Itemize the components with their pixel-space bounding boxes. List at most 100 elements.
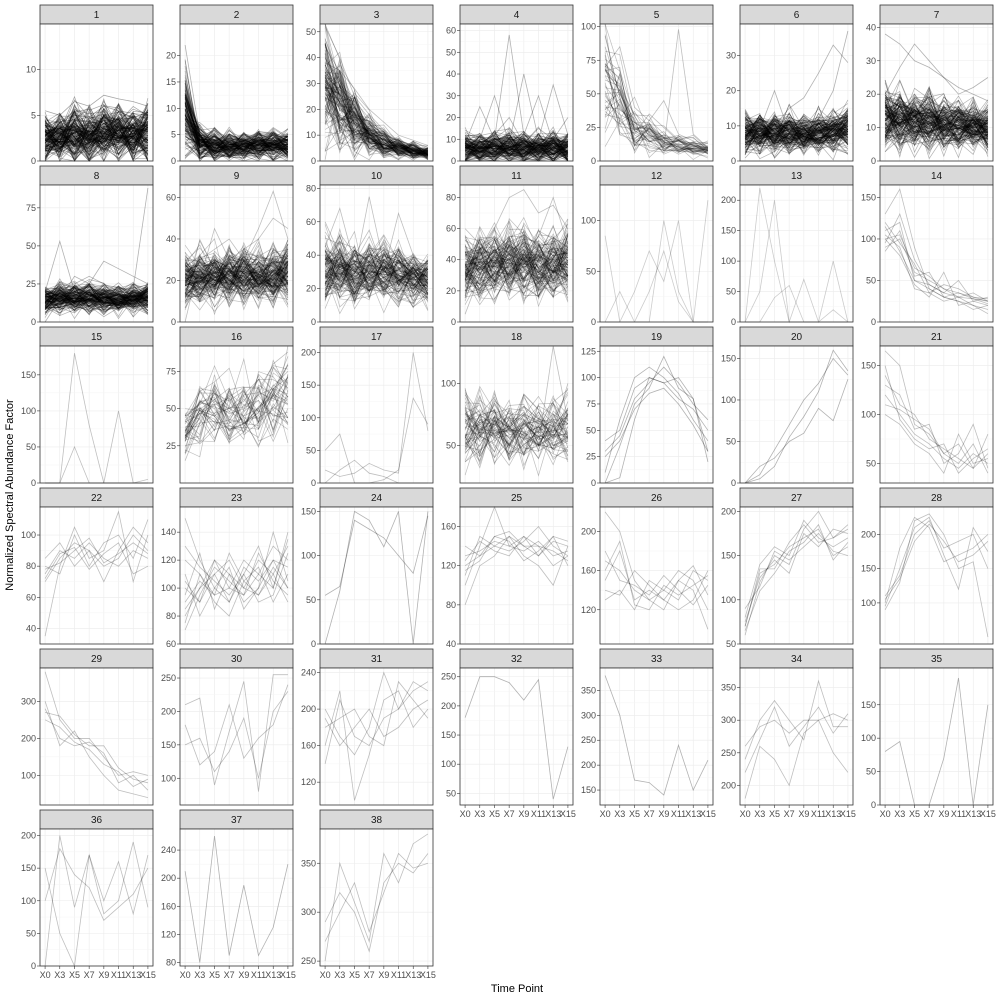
series-line xyxy=(184,249,289,290)
series-line xyxy=(324,43,429,154)
series-line xyxy=(744,119,848,150)
series-line xyxy=(44,287,149,309)
series-line xyxy=(44,286,149,310)
series-line xyxy=(184,255,288,300)
series-line xyxy=(884,116,989,148)
series-line xyxy=(325,249,429,297)
panel-border xyxy=(319,828,434,967)
series-line xyxy=(184,238,289,308)
series-line xyxy=(184,108,289,160)
panel-background xyxy=(180,346,293,483)
series-line xyxy=(44,283,149,317)
series-line xyxy=(745,121,849,161)
series-line xyxy=(464,244,569,290)
y-tick-label: 100 xyxy=(861,733,876,743)
series-line xyxy=(464,401,569,437)
series-line xyxy=(744,117,849,140)
series-line xyxy=(44,110,149,149)
y-tick-label: 150 xyxy=(721,551,736,561)
series-line xyxy=(464,234,569,298)
series-line xyxy=(744,121,849,156)
series-line xyxy=(185,267,289,296)
series-line xyxy=(44,288,149,313)
series-line xyxy=(884,104,989,150)
series-line xyxy=(884,111,988,132)
series-line xyxy=(604,104,709,151)
x-tick-label: X0 xyxy=(740,809,751,819)
series-line xyxy=(325,86,428,150)
series-line xyxy=(324,258,429,301)
series-line xyxy=(44,289,148,315)
series-line xyxy=(45,123,149,160)
series-line xyxy=(885,96,989,157)
series-line xyxy=(45,288,149,312)
series-line xyxy=(184,384,289,440)
series-line xyxy=(44,105,149,153)
series-line xyxy=(44,118,149,142)
series-line xyxy=(324,64,428,158)
series-line xyxy=(324,240,429,276)
y-tick-label: 0 xyxy=(31,317,36,327)
series-line xyxy=(44,286,148,306)
series-line xyxy=(324,80,428,151)
series-line xyxy=(884,105,988,127)
series-line xyxy=(184,262,288,278)
series-line xyxy=(744,528,849,623)
series-line xyxy=(184,102,289,151)
series-line xyxy=(464,136,569,156)
series-line xyxy=(604,66,709,154)
series-line xyxy=(184,96,288,150)
series-line xyxy=(465,136,569,162)
series-line xyxy=(184,108,289,152)
series-line xyxy=(184,123,289,158)
series-line xyxy=(324,241,428,294)
series-line xyxy=(45,103,148,141)
series-line xyxy=(464,225,569,276)
panel-background xyxy=(180,507,293,644)
series-line xyxy=(605,114,709,154)
x-tick-label: X11 xyxy=(811,809,826,819)
series-line xyxy=(464,196,569,315)
series-line xyxy=(44,835,149,967)
series-line xyxy=(324,114,428,156)
series-line xyxy=(464,141,569,162)
series-line xyxy=(885,103,989,136)
series-line xyxy=(744,126,849,153)
y-tick-label: 40 xyxy=(446,255,456,265)
series-line xyxy=(324,699,429,747)
panel-background xyxy=(460,185,573,322)
series-line xyxy=(324,253,429,301)
series-line xyxy=(464,135,569,156)
series-line xyxy=(45,292,149,314)
series-line xyxy=(44,289,149,311)
series-line xyxy=(745,115,849,141)
series-line xyxy=(44,119,149,156)
y-tick-label: 160 xyxy=(161,901,176,911)
series-line xyxy=(604,366,709,473)
series-line xyxy=(44,122,148,140)
series-line xyxy=(744,105,849,145)
y-tick-label: 100 xyxy=(861,234,876,244)
series-line xyxy=(184,129,289,159)
series-line xyxy=(184,239,289,290)
series-line xyxy=(184,260,289,296)
series-line xyxy=(44,290,149,310)
series-line xyxy=(184,128,288,161)
series-line xyxy=(185,249,289,281)
series-line xyxy=(184,121,288,145)
series-line xyxy=(464,249,569,288)
series-line xyxy=(744,114,849,150)
series-line xyxy=(45,287,149,306)
series-line xyxy=(465,133,569,154)
series-line xyxy=(464,242,569,283)
series-line xyxy=(324,249,428,299)
series-line xyxy=(324,268,429,291)
series-line xyxy=(465,134,569,153)
series-line xyxy=(44,719,149,787)
series-line xyxy=(44,283,149,309)
series-line xyxy=(464,141,569,162)
series-line xyxy=(324,73,428,152)
series-line xyxy=(884,414,989,475)
